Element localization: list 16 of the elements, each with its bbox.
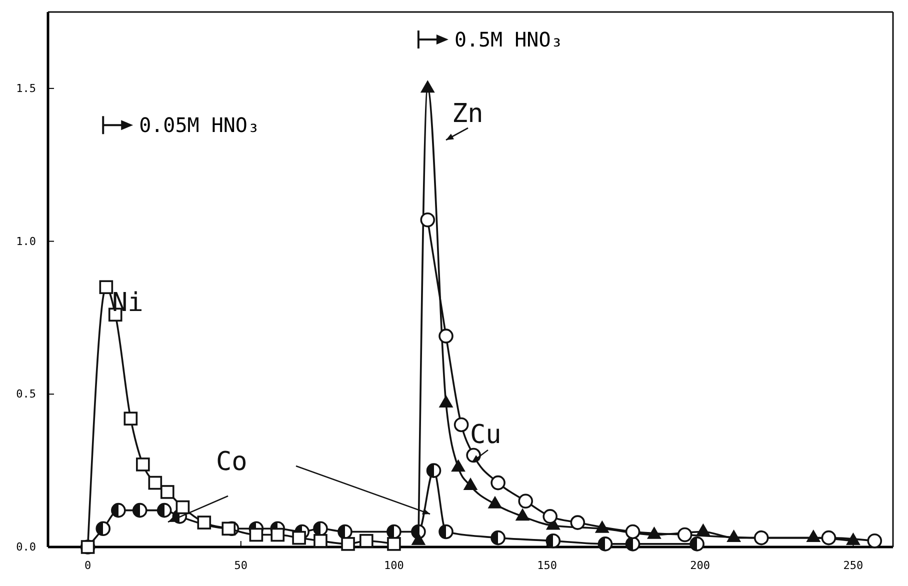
x-tick-label: 50	[234, 558, 248, 572]
x-tick-label: 150	[537, 558, 557, 572]
y-tick-label: 0.5	[16, 388, 36, 401]
x-tick-label: 200	[690, 558, 710, 572]
annotation: 0.05M HNO₃	[139, 113, 260, 138]
y-tick-label: 0.0	[16, 540, 36, 554]
x-tick-label: 250	[843, 558, 864, 572]
series-label: Zn	[452, 99, 484, 129]
series-label: Cu	[470, 420, 502, 450]
x-tick-label: 100	[384, 558, 404, 572]
series-label: Ni	[112, 288, 144, 318]
y-tick-label: 1.5	[16, 82, 36, 95]
y-tick-label: 1.0	[16, 234, 36, 248]
annotation: 0.5M HNO₃	[454, 28, 563, 52]
x-tick-label: 0	[84, 558, 92, 572]
series-label: Co	[216, 447, 248, 477]
